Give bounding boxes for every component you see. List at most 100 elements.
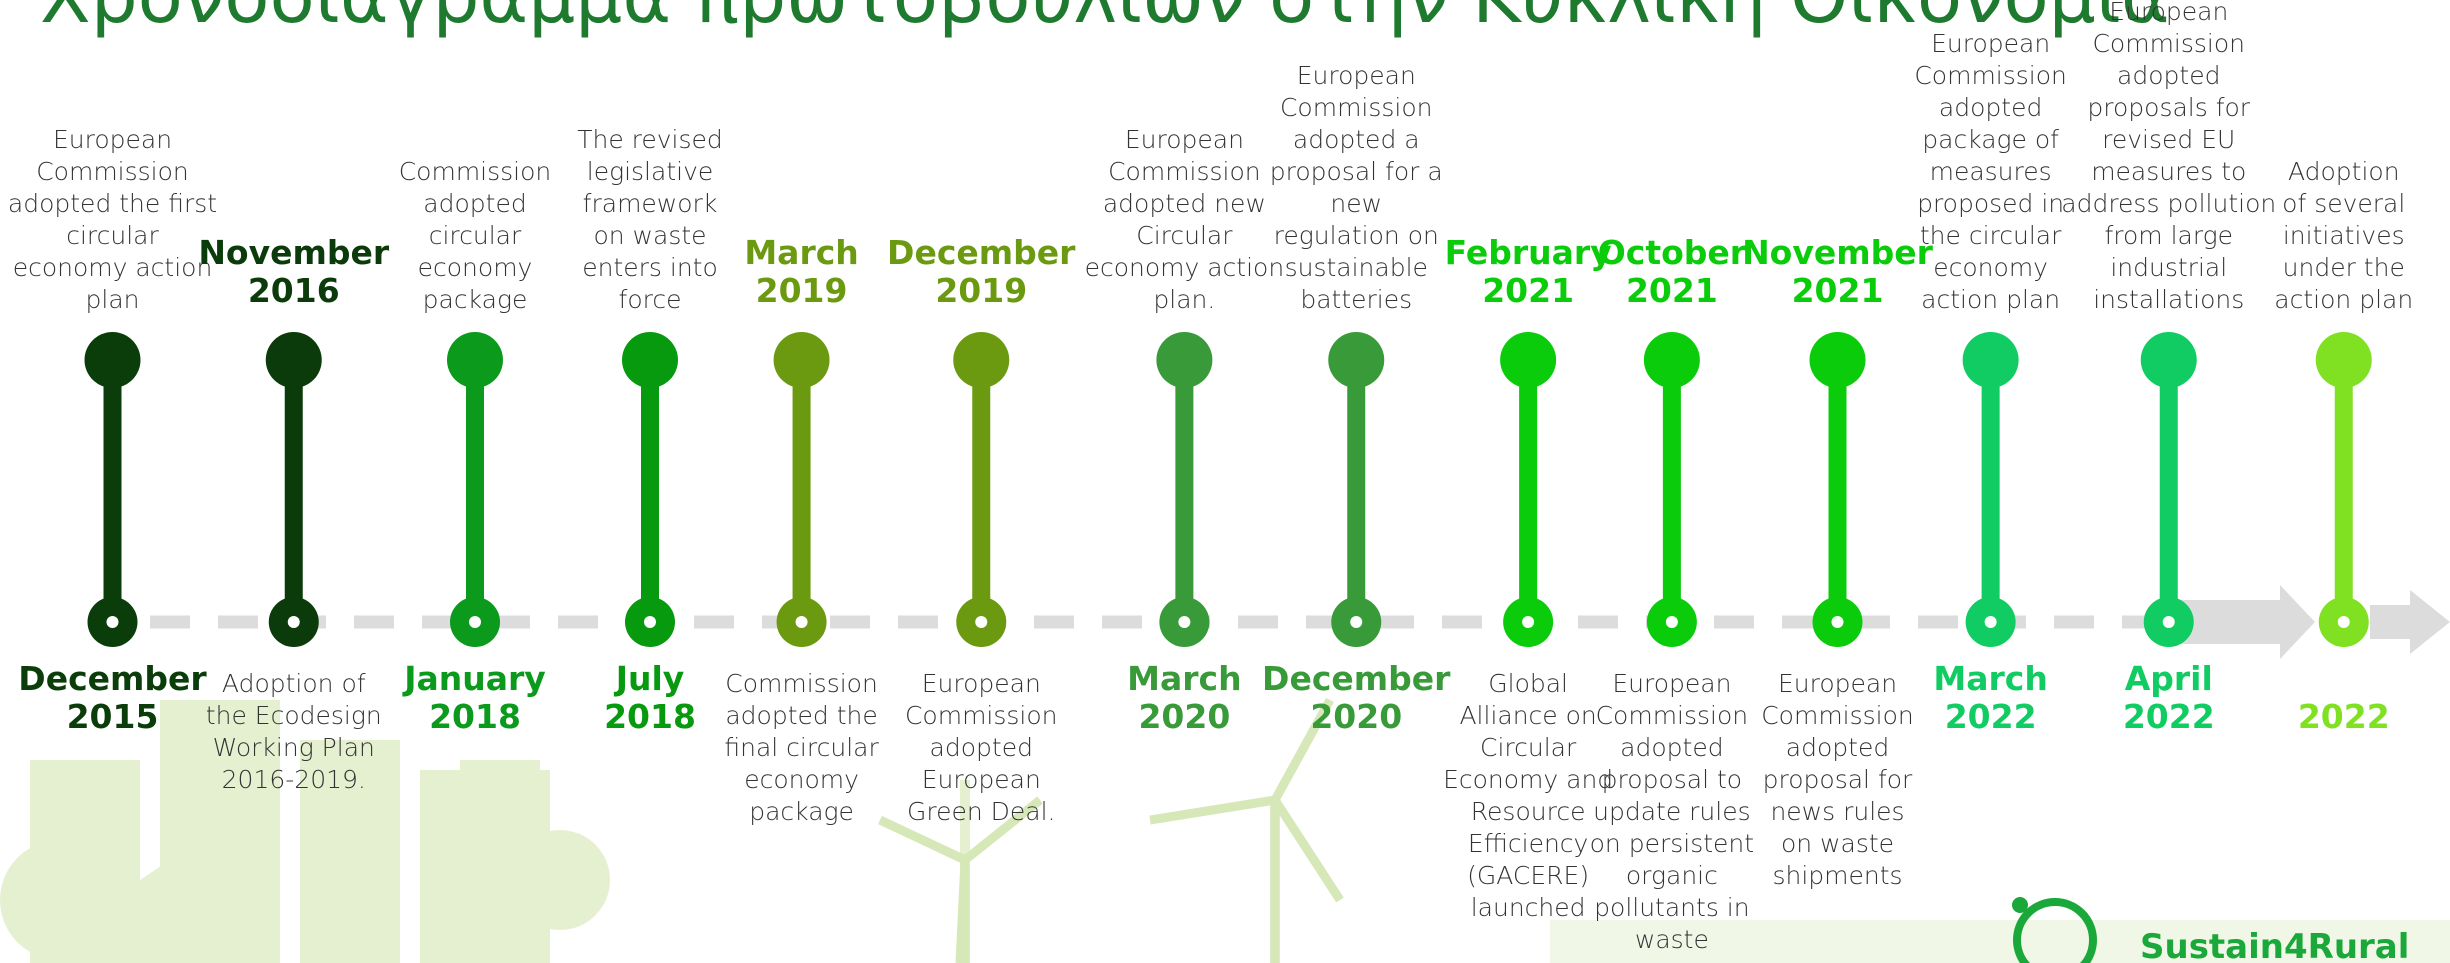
timeline: Χρονοδιάγραμμα πρωτοβουλιών στην Κυκλική… (0, 0, 2450, 963)
date-year: 2021 (1626, 271, 1718, 310)
description-line: adopted (1939, 93, 2042, 122)
description-line: framework (583, 189, 718, 218)
description-line: regulation on (1274, 221, 1439, 250)
date-year: 2019 (935, 271, 1027, 310)
description-line: European (1931, 29, 2050, 58)
description-line: adopted the (725, 701, 877, 730)
top-dot (622, 332, 678, 388)
description-line: final circular (724, 733, 879, 762)
description-line: Commission (1761, 701, 1914, 730)
date-year: 2022 (2298, 697, 2390, 736)
top-dot (774, 332, 830, 388)
top-dot (1156, 332, 1212, 388)
description-line: 2016-2019. (222, 765, 366, 794)
top-dot (447, 332, 503, 388)
bottom-dot-center (644, 616, 656, 628)
bottom-dot-center (1666, 616, 1678, 628)
date-year: 2019 (756, 271, 848, 310)
description-line: enters into (582, 253, 718, 282)
stem (641, 360, 659, 622)
description-line: European (2109, 0, 2228, 26)
description-line: Alliance on (1459, 701, 1596, 730)
date-month: April (2125, 659, 2213, 698)
top-dot (1500, 332, 1556, 388)
date-month: December (887, 233, 1076, 272)
description-line: economy action (1085, 253, 1285, 282)
description-line: Commission (2092, 29, 2245, 58)
description-line: measures to (2091, 157, 2246, 186)
bottom-dot-center (975, 616, 987, 628)
description-line: Commission (1280, 93, 1433, 122)
description-line: package (749, 797, 854, 826)
date-month: November (198, 233, 390, 272)
description-line: Adoption (2288, 157, 2400, 186)
description-line: update rules (1593, 797, 1751, 826)
stem (1175, 360, 1193, 622)
date-month: November (1742, 233, 1934, 272)
description-line: under the (2283, 253, 2405, 282)
description-line: of several (2282, 189, 2405, 218)
stem (1519, 360, 1537, 622)
description-line: news rules (1770, 797, 1904, 826)
description-line: organic (1626, 861, 1718, 890)
description-line: the Ecodesign (206, 701, 382, 730)
date-month: December (18, 659, 207, 698)
description-line: economy (744, 765, 859, 794)
date-year: 2020 (1310, 697, 1402, 736)
description-line: Commission (1914, 61, 2067, 90)
date-month: February (1445, 233, 1612, 272)
top-dot (2141, 332, 2197, 388)
date-year: 2021 (1792, 271, 1884, 310)
description-line: Circular (1136, 221, 1233, 250)
description-line: adopted (930, 733, 1033, 762)
stem (104, 360, 122, 622)
bottom-dot-center (107, 616, 119, 628)
description-line: Circular (1480, 733, 1577, 762)
stem (1982, 360, 2000, 622)
description-line: waste (1635, 925, 1709, 954)
description-line: European (922, 765, 1041, 794)
date-month: December (1262, 659, 1451, 698)
description-line: adopted (1620, 733, 1723, 762)
description-line: Commission (1596, 701, 1749, 730)
date-year: 2016 (248, 271, 340, 310)
description-line: Working Plan (213, 733, 375, 762)
arrow (2370, 590, 2450, 654)
stem (1663, 360, 1681, 622)
bottom-dot-center (2338, 616, 2350, 628)
description-line: circular (66, 221, 159, 250)
bottom-dot-center (1522, 616, 1534, 628)
top-dot (85, 332, 141, 388)
stem (2335, 360, 2353, 622)
description-line: Green Deal. (907, 797, 1056, 826)
stem (793, 360, 811, 622)
top-dot (1644, 332, 1700, 388)
description-line: action plan (2274, 285, 2413, 314)
date-year: 2022 (1945, 697, 2037, 736)
bottom-dot-center (1985, 616, 1997, 628)
date-month: January (402, 659, 546, 698)
date-month: March (1933, 659, 2047, 698)
stem (972, 360, 990, 622)
description-line: on waste (593, 221, 706, 250)
description-line: measures (1930, 157, 2052, 186)
description-line: Commission (36, 157, 189, 186)
description-line: economy (418, 253, 533, 282)
description-line: action plan (1921, 285, 2060, 314)
description-line: adopted (2117, 61, 2220, 90)
stem (1829, 360, 1847, 622)
description-line: adopted new (1103, 189, 1266, 218)
date-year: 2021 (1482, 271, 1574, 310)
date-month: October (1598, 233, 1747, 272)
description-line: package (423, 285, 528, 314)
description-line: European (1297, 61, 1416, 90)
description-line: Commission (725, 669, 878, 698)
title: Χρονοδιάγραμμα πρωτοβουλιών στην Κυκλική… (40, 0, 2170, 40)
description-line: European (1778, 669, 1897, 698)
description-line: Efficiency (1468, 829, 1588, 858)
bottom-dot-center (288, 616, 300, 628)
stem (1347, 360, 1365, 622)
description-line: pollutants in (1594, 893, 1749, 922)
bottom-dot-center (1832, 616, 1844, 628)
description-line: (GACERE) (1467, 861, 1589, 890)
